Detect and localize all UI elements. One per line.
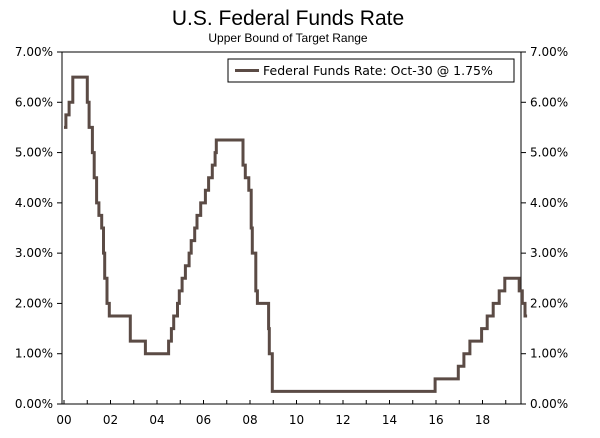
plot-area — [61, 51, 522, 405]
y-tick-label-right: 3.00% — [530, 246, 568, 260]
series-layer — [64, 75, 528, 393]
x-tick-label: 14 — [382, 413, 397, 427]
y-tick-label-right: 4.00% — [530, 196, 568, 210]
y-tick-label-right: 5.00% — [530, 146, 568, 160]
x-tick-label: 16 — [428, 413, 443, 427]
y-tick-label-left: 5.00% — [15, 146, 53, 160]
y-axis-right: 0.00% 1.00% 2.00% 3.00% 4.00% 5.00% 6.00% 7.00% — [521, 45, 568, 411]
x-tick-label: 18 — [475, 413, 490, 427]
y-tick-label-left: 4.00% — [15, 196, 53, 210]
legend-label: Federal Funds Rate: Oct-30 @ 1.75% — [263, 63, 493, 78]
x-tick-label: 08 — [242, 413, 257, 427]
y-tick-label-right: 7.00% — [530, 45, 568, 59]
y-tick-label-left: 6.00% — [15, 95, 53, 109]
y-tick-label-right: 1.00% — [530, 347, 568, 361]
series-line-federal-funds-rate — [64, 75, 528, 393]
y-tick-label-left: 1.00% — [15, 347, 53, 361]
x-axis: 00 02 04 06 08 10 12 14 16 18 — [56, 400, 507, 427]
y-tick-label-right: 6.00% — [530, 95, 568, 109]
chart-title: U.S. Federal Funds Rate — [172, 7, 404, 30]
y-tick-label-left: 2.00% — [15, 296, 53, 310]
x-tick-label: 02 — [103, 413, 118, 427]
x-tick-label: 00 — [56, 413, 71, 427]
y-axis-left: 0.00% 1.00% 2.00% 3.00% 4.00% 5.00% 6.00% 7.00% — [15, 45, 62, 411]
x-tick-label: 06 — [196, 413, 211, 427]
legend: Federal Funds Rate: Oct-30 @ 1.75% — [227, 58, 515, 83]
y-tick-label-right: 2.00% — [530, 296, 568, 310]
chart-subtitle: Upper Bound of Target Range — [208, 31, 368, 45]
legend-box — [227, 58, 515, 83]
x-tick-label: 10 — [289, 413, 304, 427]
x-tick-label: 12 — [335, 413, 350, 427]
y-tick-label-left: 3.00% — [15, 246, 53, 260]
y-tick-label-right: 0.00% — [530, 397, 568, 411]
y-tick-label-left: 7.00% — [15, 45, 53, 59]
x-tick-label: 04 — [149, 413, 164, 427]
y-tick-label-left: 0.00% — [15, 397, 53, 411]
